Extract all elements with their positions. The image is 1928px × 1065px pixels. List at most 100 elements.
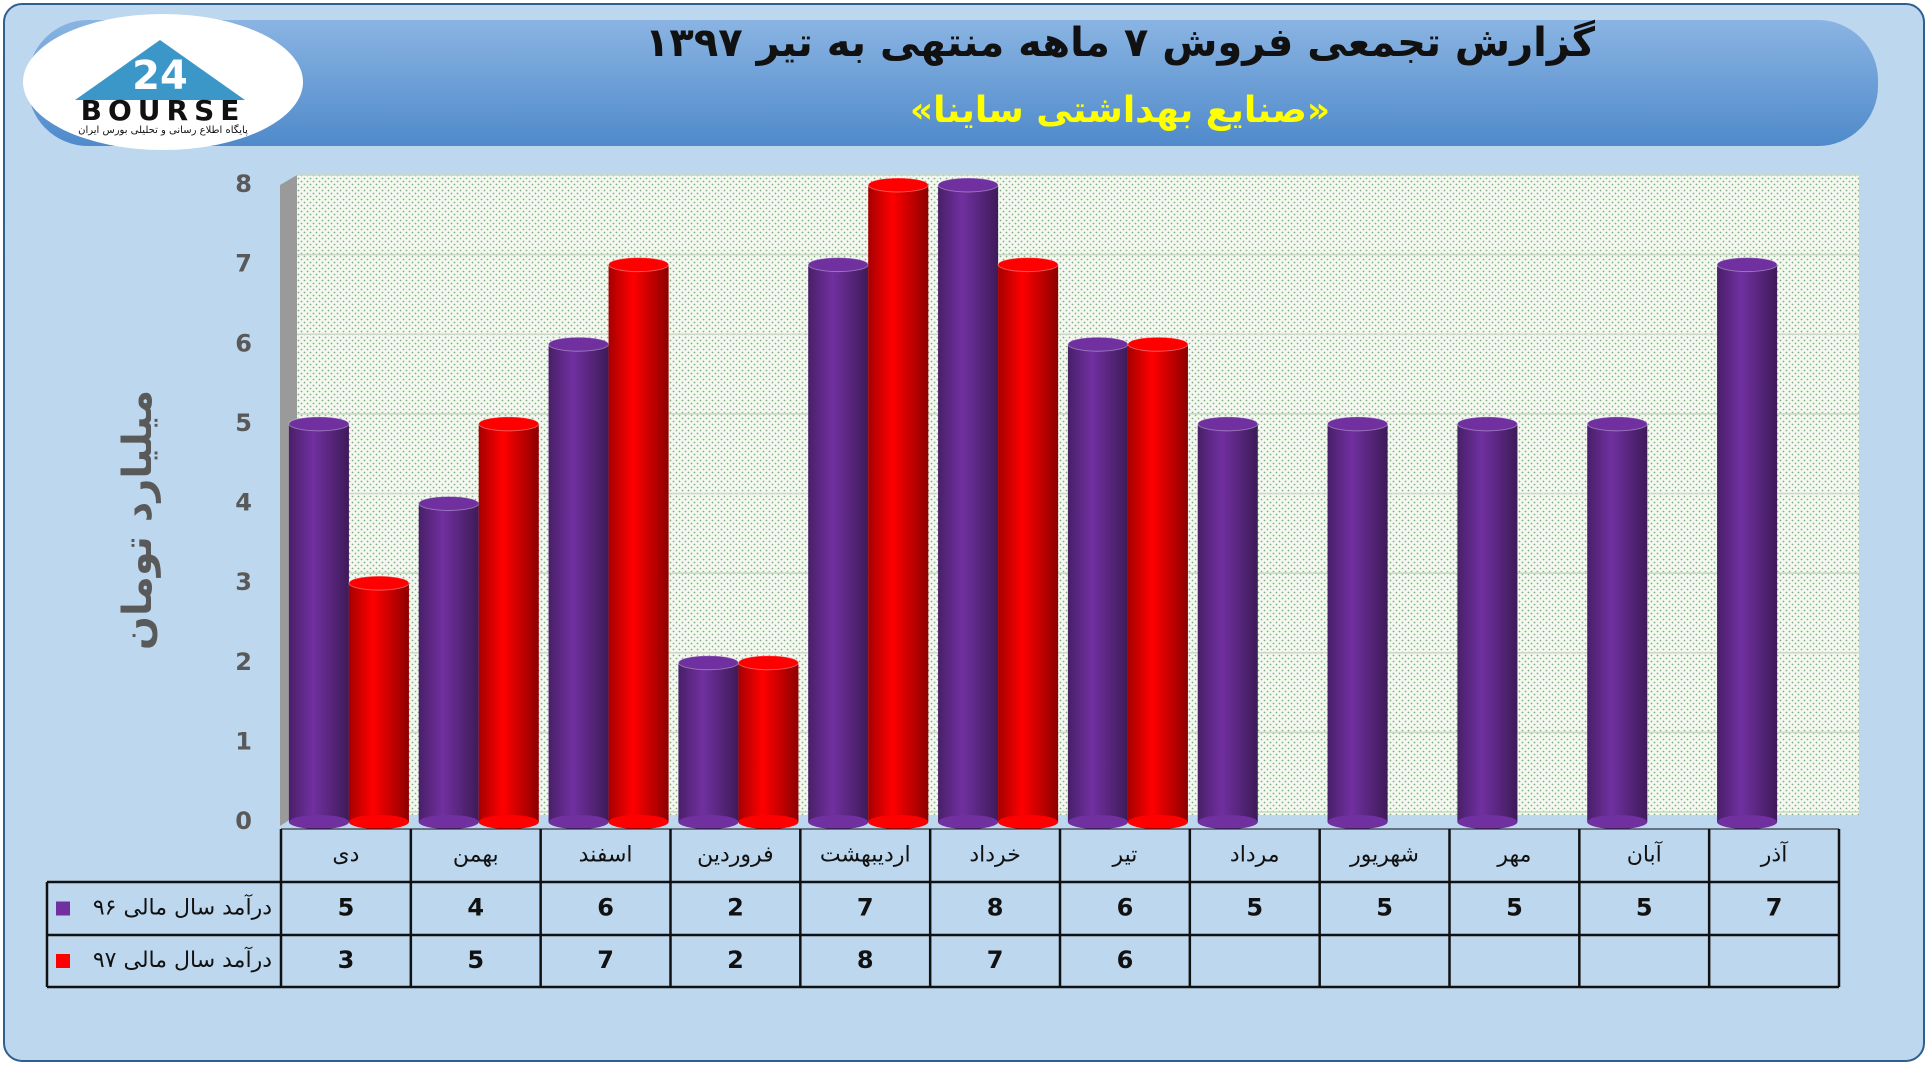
- bar-base: [1067, 815, 1128, 829]
- bar-shade: [1127, 344, 1188, 822]
- bar-shade: [1327, 423, 1388, 822]
- bar-base: [1197, 815, 1258, 829]
- x-tick-label: مرداد: [1230, 843, 1280, 868]
- y-tick-label: 2: [235, 648, 252, 676]
- bar-shade: [808, 264, 869, 822]
- bar-cap: [997, 257, 1059, 273]
- x-tick-label: مهر: [1496, 843, 1531, 868]
- bar-shade: [938, 185, 999, 822]
- bar-cap: [1067, 336, 1129, 352]
- bar-base: [1587, 815, 1648, 829]
- bar-shade: [738, 662, 799, 822]
- chart-title: گزارش تجمعی فروش ۷ ماهه منتهی به تیر ۱۳۹…: [645, 19, 1596, 66]
- bar-cap: [1586, 416, 1648, 432]
- bar-cap: [1716, 257, 1778, 273]
- x-tick-label: اسفند: [579, 843, 633, 868]
- bar-base: [548, 815, 609, 829]
- bar-base: [938, 815, 999, 829]
- table-value: 2: [727, 946, 744, 974]
- bar-base: [348, 815, 409, 829]
- table-value: 8: [987, 894, 1004, 922]
- bar-base: [678, 815, 739, 829]
- bar-shade: [868, 185, 929, 822]
- bar-base: [868, 815, 929, 829]
- table-value: 7: [1766, 894, 1783, 922]
- y-tick-label: 3: [235, 568, 252, 596]
- x-tick-label: تیر: [1111, 843, 1137, 868]
- y-axis-label: میلیارد تومان: [115, 390, 161, 650]
- table-value: 5: [338, 894, 355, 922]
- x-tick-label: فروردین: [697, 843, 774, 868]
- legend-swatch: [56, 901, 70, 916]
- bar-cap: [548, 336, 610, 352]
- table-value: 3: [338, 946, 355, 974]
- bar-shade: [1067, 344, 1128, 822]
- logo-text: BOURSE: [81, 94, 246, 127]
- bar-base: [1717, 815, 1778, 829]
- y-tick-label: 7: [235, 250, 252, 278]
- y-tick-label: 0: [235, 807, 252, 835]
- legend-label: درآمد سال مالی ۹۶: [93, 894, 272, 921]
- table-value: 6: [1117, 894, 1134, 922]
- bar-base: [288, 815, 349, 829]
- table-value: 5: [1246, 894, 1263, 922]
- x-tick-label: شهریور: [1349, 843, 1419, 868]
- table-value: 6: [1117, 946, 1134, 974]
- y-tick-label: 1: [235, 727, 252, 755]
- bar-cap: [418, 496, 480, 511]
- y-tick-label: 5: [235, 409, 252, 437]
- x-tick-label: بهمن: [453, 843, 499, 868]
- bar-shade: [548, 344, 609, 822]
- logo-number: 24: [132, 53, 188, 99]
- table-value: 7: [857, 894, 874, 922]
- x-tick-label: آذر: [1760, 841, 1788, 868]
- x-tick-label: خرداد: [969, 843, 1020, 868]
- bar-base: [808, 815, 869, 829]
- y-tick-label: 8: [235, 170, 252, 198]
- bar-base: [418, 815, 479, 829]
- bar-base: [1457, 815, 1518, 829]
- bar-shade: [478, 423, 539, 822]
- table-value: 5: [467, 946, 484, 974]
- table-value: 4: [467, 894, 484, 922]
- y-tick-label: 4: [235, 489, 252, 517]
- bar-cap: [737, 655, 799, 671]
- bar-shade: [1587, 423, 1648, 822]
- bar-cap: [608, 257, 670, 273]
- bar-base: [998, 815, 1059, 829]
- bar-shade: [1717, 264, 1778, 822]
- bar-base: [478, 815, 539, 829]
- table-value: 2: [727, 894, 744, 922]
- bar-base: [1127, 815, 1188, 829]
- logo-shape: [75, 40, 245, 100]
- logo-tagline: پایگاه اطلاع رسانی و تحلیلی بورس ایران: [78, 124, 248, 136]
- x-tick-label: اردیبهشت: [820, 843, 911, 868]
- bar-cap: [288, 416, 350, 432]
- bar-base: [738, 815, 799, 829]
- x-tick-label: دی: [332, 843, 359, 868]
- x-tick-label: آبان: [1627, 841, 1663, 868]
- table-value: 5: [1376, 894, 1393, 922]
- bar-shade: [348, 583, 409, 822]
- bar-shade: [608, 264, 669, 822]
- bar-base: [1327, 815, 1388, 829]
- bar-shade: [1197, 423, 1258, 822]
- bar-cap: [677, 655, 739, 671]
- bar-cap: [348, 575, 410, 591]
- table-value: 5: [1636, 894, 1653, 922]
- bar-cap: [1327, 416, 1389, 432]
- bar-cap: [867, 177, 929, 193]
- y-tick-label: 6: [235, 329, 252, 357]
- legend-swatch: [56, 954, 70, 968]
- bar-cap: [478, 416, 540, 432]
- table-value: 5: [1506, 894, 1523, 922]
- bar-base: [608, 815, 669, 829]
- bar-cap: [1127, 336, 1189, 352]
- legend-label: درآمد سال مالی ۹۷: [93, 946, 272, 973]
- bar-shade: [1457, 423, 1518, 822]
- table-value: 7: [987, 946, 1004, 974]
- bar-cap: [937, 177, 999, 193]
- table-value: 6: [597, 894, 614, 922]
